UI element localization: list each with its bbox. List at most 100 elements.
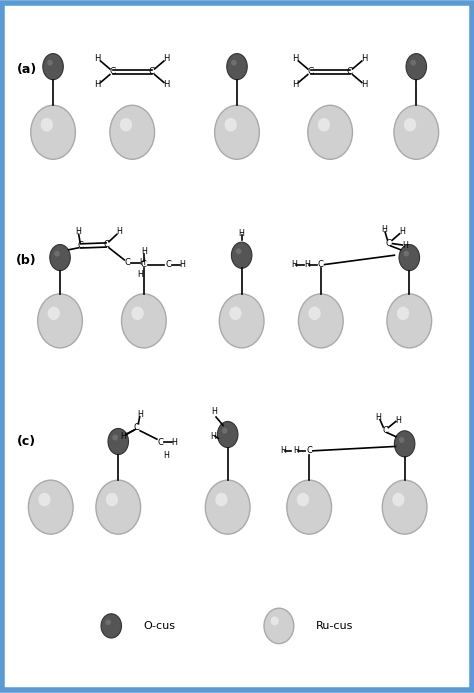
Ellipse shape: [131, 306, 144, 320]
Ellipse shape: [318, 118, 330, 132]
Text: (b): (b): [16, 254, 37, 267]
Ellipse shape: [264, 608, 294, 644]
Ellipse shape: [287, 480, 331, 534]
Text: H: H: [75, 227, 81, 236]
Ellipse shape: [106, 493, 118, 507]
Text: H: H: [281, 446, 286, 455]
Text: H: H: [292, 80, 299, 89]
Ellipse shape: [399, 437, 404, 443]
Text: H: H: [137, 410, 144, 419]
Ellipse shape: [121, 294, 166, 348]
Ellipse shape: [231, 60, 237, 66]
Text: H: H: [141, 247, 147, 256]
Ellipse shape: [101, 614, 121, 638]
Ellipse shape: [236, 248, 241, 254]
Text: C: C: [141, 260, 147, 269]
Ellipse shape: [120, 118, 132, 132]
Text: H: H: [137, 270, 143, 279]
Ellipse shape: [309, 306, 321, 320]
Ellipse shape: [387, 294, 432, 348]
Ellipse shape: [41, 118, 53, 132]
Text: H: H: [361, 80, 368, 89]
Ellipse shape: [297, 493, 309, 507]
Text: H: H: [293, 446, 299, 455]
Ellipse shape: [218, 421, 238, 448]
Text: H: H: [239, 229, 245, 238]
Ellipse shape: [105, 620, 111, 625]
Text: C: C: [165, 260, 171, 269]
Ellipse shape: [108, 428, 128, 455]
Text: Ru-cus: Ru-cus: [316, 621, 354, 631]
Text: C: C: [346, 67, 353, 76]
Text: H: H: [210, 432, 216, 441]
Text: C: C: [306, 446, 312, 455]
Text: C: C: [78, 241, 83, 250]
Ellipse shape: [50, 245, 70, 270]
Text: H: H: [120, 432, 126, 441]
Text: H: H: [139, 258, 145, 267]
Text: H: H: [292, 54, 299, 63]
Ellipse shape: [404, 118, 416, 132]
Ellipse shape: [399, 245, 419, 270]
Text: H: H: [164, 54, 170, 63]
Ellipse shape: [215, 493, 228, 507]
Text: C: C: [382, 426, 388, 435]
Ellipse shape: [110, 105, 155, 159]
Ellipse shape: [47, 60, 53, 66]
Text: H: H: [171, 438, 177, 447]
Text: C: C: [103, 240, 109, 249]
Ellipse shape: [397, 306, 409, 320]
Text: H: H: [95, 80, 101, 89]
Ellipse shape: [219, 294, 264, 348]
Text: C: C: [386, 239, 392, 248]
Ellipse shape: [229, 306, 242, 320]
Text: (a): (a): [17, 63, 36, 76]
Text: H: H: [395, 416, 401, 425]
Ellipse shape: [38, 294, 82, 348]
Text: (c): (c): [17, 435, 36, 448]
Text: H: H: [304, 260, 310, 269]
Ellipse shape: [28, 480, 73, 534]
Text: H: H: [361, 54, 368, 63]
Text: C: C: [149, 67, 155, 76]
Ellipse shape: [222, 428, 228, 434]
Ellipse shape: [271, 617, 279, 625]
Text: C: C: [157, 438, 163, 447]
Text: H: H: [381, 225, 387, 234]
Text: C: C: [109, 67, 116, 76]
Ellipse shape: [215, 105, 259, 159]
Text: H: H: [402, 241, 408, 250]
Text: H: H: [116, 227, 122, 236]
Ellipse shape: [410, 60, 416, 66]
Ellipse shape: [43, 53, 64, 80]
Ellipse shape: [54, 251, 60, 256]
Text: H: H: [164, 80, 170, 89]
Text: H: H: [211, 407, 217, 416]
Ellipse shape: [112, 435, 118, 441]
Ellipse shape: [299, 294, 343, 348]
Text: C: C: [318, 260, 324, 269]
Text: H: H: [163, 451, 169, 460]
Text: O-cus: O-cus: [144, 621, 176, 631]
Ellipse shape: [394, 105, 438, 159]
Text: H: H: [291, 260, 297, 269]
Ellipse shape: [227, 53, 247, 80]
Text: C: C: [134, 423, 140, 432]
Text: H: H: [95, 54, 101, 63]
Text: C: C: [308, 67, 314, 76]
Ellipse shape: [308, 105, 353, 159]
Ellipse shape: [96, 480, 141, 534]
Ellipse shape: [394, 431, 415, 457]
Ellipse shape: [38, 493, 51, 507]
Ellipse shape: [225, 118, 237, 132]
Ellipse shape: [231, 242, 252, 268]
Text: H: H: [179, 260, 185, 269]
Text: C: C: [124, 258, 130, 267]
Ellipse shape: [383, 480, 427, 534]
Text: H: H: [375, 413, 381, 422]
Ellipse shape: [205, 480, 250, 534]
Ellipse shape: [31, 105, 75, 159]
Ellipse shape: [406, 53, 427, 80]
Ellipse shape: [48, 306, 60, 320]
Ellipse shape: [392, 493, 404, 507]
